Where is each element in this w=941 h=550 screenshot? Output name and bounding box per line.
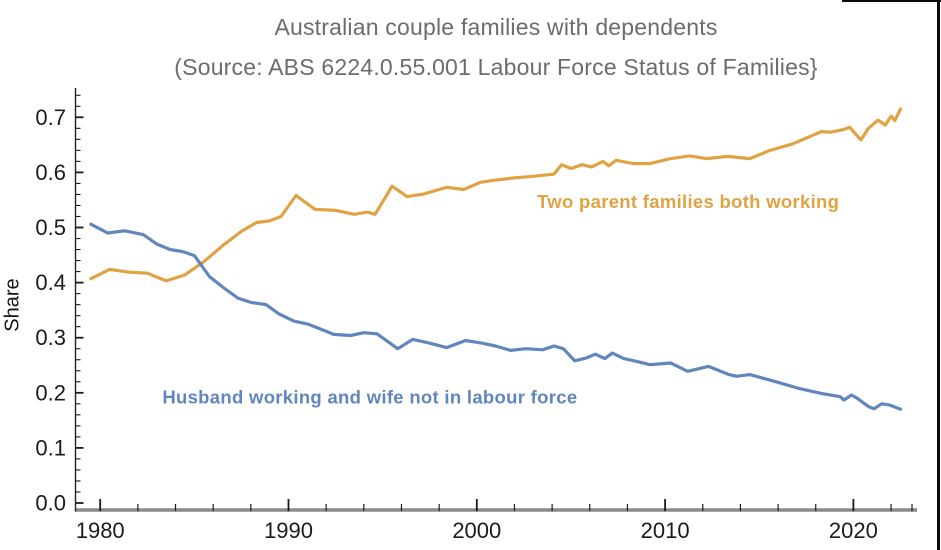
chart-subtitle: (Source: ABS 6224.0.55.001 Labour Force …	[174, 54, 818, 80]
chart-title: Australian couple families with dependen…	[274, 14, 718, 40]
y-tick-label: 0.6	[35, 160, 66, 185]
image-border-right	[937, 0, 940, 550]
x-tick-label: 2020	[829, 518, 878, 543]
x-tick-label: 2000	[452, 518, 501, 543]
y-axis-tick-labels: 0.0 0.1 0.2 0.3 0.4 0.5 0.6 0.7	[35, 105, 66, 516]
y-tick-label: 0.4	[35, 270, 66, 295]
y-tick-label: 0.5	[35, 215, 66, 240]
x-tick-label: 2010	[641, 518, 690, 543]
orange-series-label: Two parent families both working	[537, 191, 839, 212]
y-tick-label: 0.1	[35, 435, 66, 460]
image-border-top	[842, 0, 941, 2]
x-axis-tick-labels: 1980 1990 2000 2010 2020	[76, 518, 878, 543]
y-tick-label: 0.0	[35, 491, 66, 516]
x-tick-label: 1990	[264, 518, 313, 543]
y-axis-ticks	[75, 94, 84, 504]
series-line-husband-only	[89, 222, 903, 411]
x-tick-label: 1980	[76, 518, 125, 543]
y-tick-label: 0.3	[35, 325, 66, 350]
y-tick-label: 0.2	[35, 380, 66, 405]
blue-series-label: Husband working and wife not in labour f…	[162, 386, 577, 407]
series-line-both-working	[89, 107, 903, 283]
x-axis-ticks	[99, 499, 913, 512]
y-tick-label: 0.7	[35, 105, 66, 130]
